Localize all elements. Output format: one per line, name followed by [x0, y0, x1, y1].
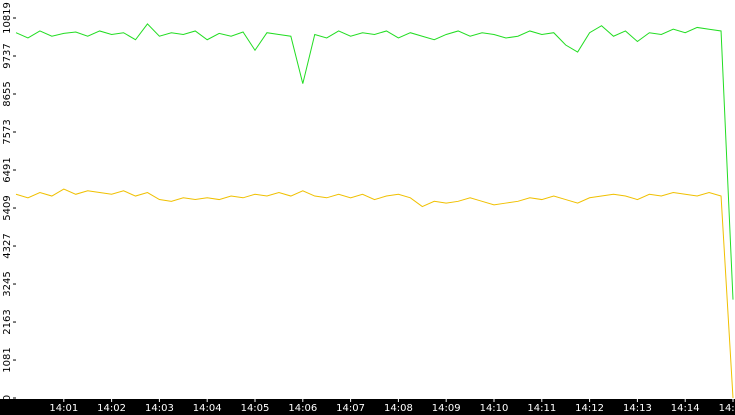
y-tick-label: 10819 — [2, 2, 13, 34]
x-tick-label: 14:08 — [384, 403, 413, 414]
x-tick-label: 14:06 — [288, 403, 317, 414]
x-tick-label: 14:14 — [671, 403, 700, 414]
y-tick-label: 9737 — [2, 43, 13, 68]
series-line — [15, 188, 734, 399]
y-tick-label: 8655 — [2, 81, 13, 106]
x-tick-label: 14:02 — [97, 403, 126, 414]
y-tick-label: 0 — [2, 395, 13, 401]
x-tick-label: 14:09 — [432, 403, 461, 414]
x-tick-label: 14:04 — [193, 403, 222, 414]
x-tick-label: 14:11 — [527, 403, 556, 414]
x-tick-label: 14:01 — [49, 403, 78, 414]
x-axis-band — [0, 399, 735, 415]
x-tick-label: 14:07 — [336, 403, 365, 414]
y-tick-label: 3245 — [2, 271, 13, 296]
y-tick-label: 1081 — [2, 347, 13, 372]
x-tick-label: 14:10 — [480, 403, 509, 414]
x-tick-label: 14:05 — [241, 403, 270, 414]
y-tick-label: 4327 — [2, 233, 13, 258]
y-tick-label: 5409 — [2, 195, 13, 220]
x-tick-label: 14:12 — [575, 403, 604, 414]
y-tick-label: 2163 — [2, 309, 13, 334]
y-tick-label: 6491 — [2, 157, 13, 182]
x-tick-label: 14:13 — [623, 403, 652, 414]
series-line — [15, 23, 734, 300]
x-tick-label: 14:15 — [719, 403, 735, 414]
y-tick-label: 7573 — [2, 119, 13, 144]
x-tick-label: 14:03 — [145, 403, 174, 414]
